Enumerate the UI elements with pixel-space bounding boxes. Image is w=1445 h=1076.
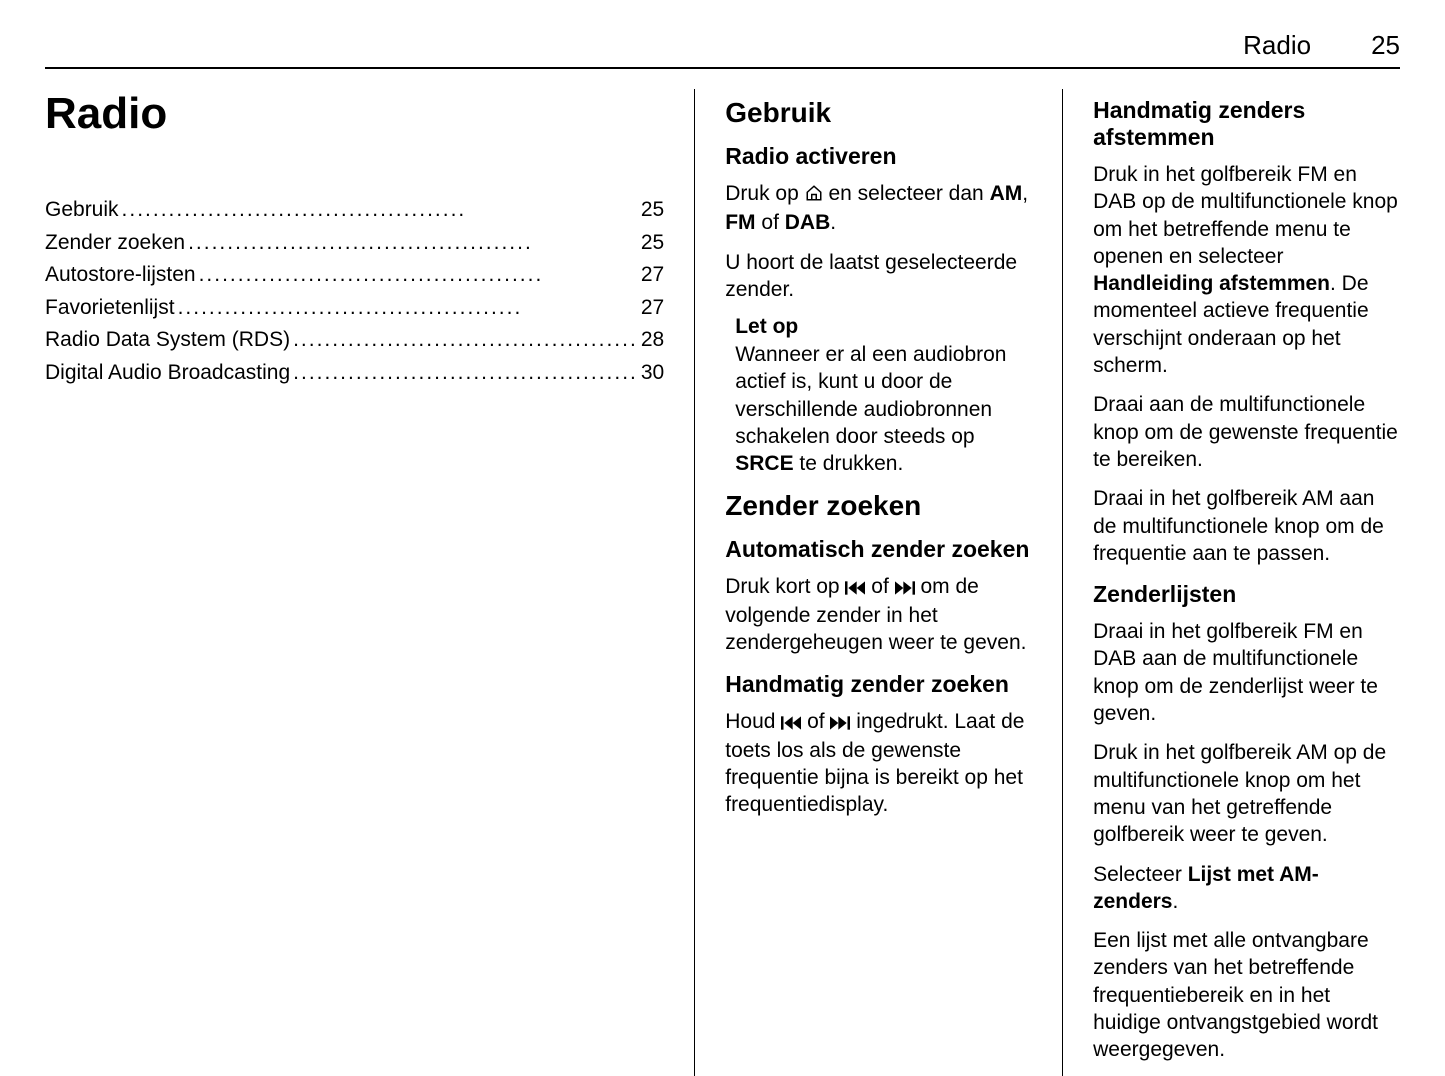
note-title: Let op [735, 315, 1022, 339]
text-fm: FM [725, 211, 755, 234]
text: Druk op [725, 182, 804, 205]
paragraph: Druk in het golfbereik AM op de multifun… [1093, 739, 1400, 848]
toc-page: 28 [641, 324, 664, 357]
toc-label: Zender zoeken [45, 227, 185, 260]
text-bold: Handleiding afstemmen [1093, 272, 1330, 295]
text: , [1022, 182, 1028, 205]
text: Druk kort op [725, 575, 845, 598]
paragraph: Draai aan de multifunctionele knop om de… [1093, 391, 1400, 473]
paragraph: Druk op en selecteer dan AM, FM of DAB. [725, 180, 1032, 237]
toc-page: 25 [641, 194, 664, 227]
text: of [756, 211, 785, 234]
column-1: Radio Gebruik ..........................… [45, 89, 694, 1076]
note-block: Let op Wanneer er al een audiobron actie… [725, 315, 1032, 477]
paragraph: Draai in het golfbereik FM en DAB aan de… [1093, 618, 1400, 727]
heading-zender-zoeken: Zender zoeken [725, 490, 1032, 522]
content-columns: Radio Gebruik ..........................… [45, 89, 1400, 1076]
skip-back-icon [845, 575, 865, 602]
skip-forward-icon [895, 575, 915, 602]
toc-dots: ........................................… [185, 227, 641, 260]
heading-auto-zoeken: Automatisch zender zoeken [725, 536, 1032, 563]
heading-gebruik: Gebruik [725, 97, 1032, 129]
toc-dots: ........................................… [290, 324, 641, 357]
text: te drukken. [794, 452, 904, 475]
paragraph: Druk in het golfbereik FM en DAB op de m… [1093, 161, 1400, 379]
toc-dots: ........................................… [196, 259, 641, 292]
toc-page: 27 [641, 259, 664, 292]
toc-row: Favorietenlijst ........................… [45, 292, 664, 325]
note-body: Wanneer er al een audiobron actief is, k… [735, 341, 1022, 477]
text: of [801, 710, 830, 733]
toc-label: Radio Data System (RDS) [45, 324, 290, 357]
header-section: Radio [1243, 30, 1311, 61]
chapter-title: Radio [45, 89, 664, 139]
column-2: Gebruik Radio activeren Druk op en selec… [694, 89, 1063, 1076]
text: . [1173, 890, 1179, 913]
skip-back-icon [781, 710, 801, 737]
toc-page: 27 [641, 292, 664, 325]
heading-hand-zoeken: Handmatig zender zoeken [725, 671, 1032, 698]
page-header: Radio 25 [45, 30, 1400, 69]
toc-row: Zender zoeken ..........................… [45, 227, 664, 260]
header-page-number: 25 [1371, 30, 1400, 61]
toc-row: Autostore-lijsten ......................… [45, 259, 664, 292]
text: Wanneer er al een audiobron actief is, k… [735, 343, 1006, 448]
text: . [830, 211, 836, 234]
home-icon [805, 182, 823, 209]
text: Houd [725, 710, 781, 733]
toc-label: Digital Audio Broadcasting [45, 357, 290, 390]
toc-row: Gebruik ................................… [45, 194, 664, 227]
toc-dots: ........................................… [119, 194, 641, 227]
toc-page: 30 [641, 357, 664, 390]
text-srce: SRCE [735, 452, 793, 475]
paragraph: Draai in het golfbereik AM aan de multif… [1093, 485, 1400, 567]
toc-dots: ........................................… [290, 357, 641, 390]
paragraph: Houd of ingedrukt. Laat de toets los als… [725, 708, 1032, 819]
text: Selecteer [1093, 863, 1188, 886]
toc-page: 25 [641, 227, 664, 260]
paragraph: U hoort de laatst geselecteerde zender. [725, 249, 1032, 304]
text-am: AM [990, 182, 1023, 205]
heading-zenderlijsten: Zenderlijsten [1093, 581, 1400, 608]
toc-row: Radio Data System (RDS) ................… [45, 324, 664, 357]
toc-row: Digital Audio Broadcasting .............… [45, 357, 664, 390]
heading-handmatig-afstemmen: Handmatig zenders afstemmen [1093, 97, 1400, 151]
toc-label: Gebruik [45, 194, 119, 227]
text: of [865, 575, 894, 598]
text: en selecteer dan [823, 182, 990, 205]
table-of-contents: Gebruik ................................… [45, 194, 664, 389]
column-3: Handmatig zenders afstemmen Druk in het … [1063, 89, 1400, 1076]
toc-label: Autostore-lijsten [45, 259, 196, 292]
text: Druk in het golfbereik FM en DAB op de m… [1093, 163, 1398, 268]
paragraph: Een lijst met alle ontvangbare zenders v… [1093, 927, 1400, 1063]
skip-forward-icon [830, 710, 850, 737]
text-dab: DAB [785, 211, 831, 234]
paragraph: Druk kort op of om de volgende zender in… [725, 573, 1032, 657]
paragraph: Selecteer Lijst met AM-zenders. [1093, 861, 1400, 916]
heading-radio-activeren: Radio activeren [725, 143, 1032, 170]
toc-label: Favorietenlijst [45, 292, 175, 325]
toc-dots: ........................................… [175, 292, 641, 325]
